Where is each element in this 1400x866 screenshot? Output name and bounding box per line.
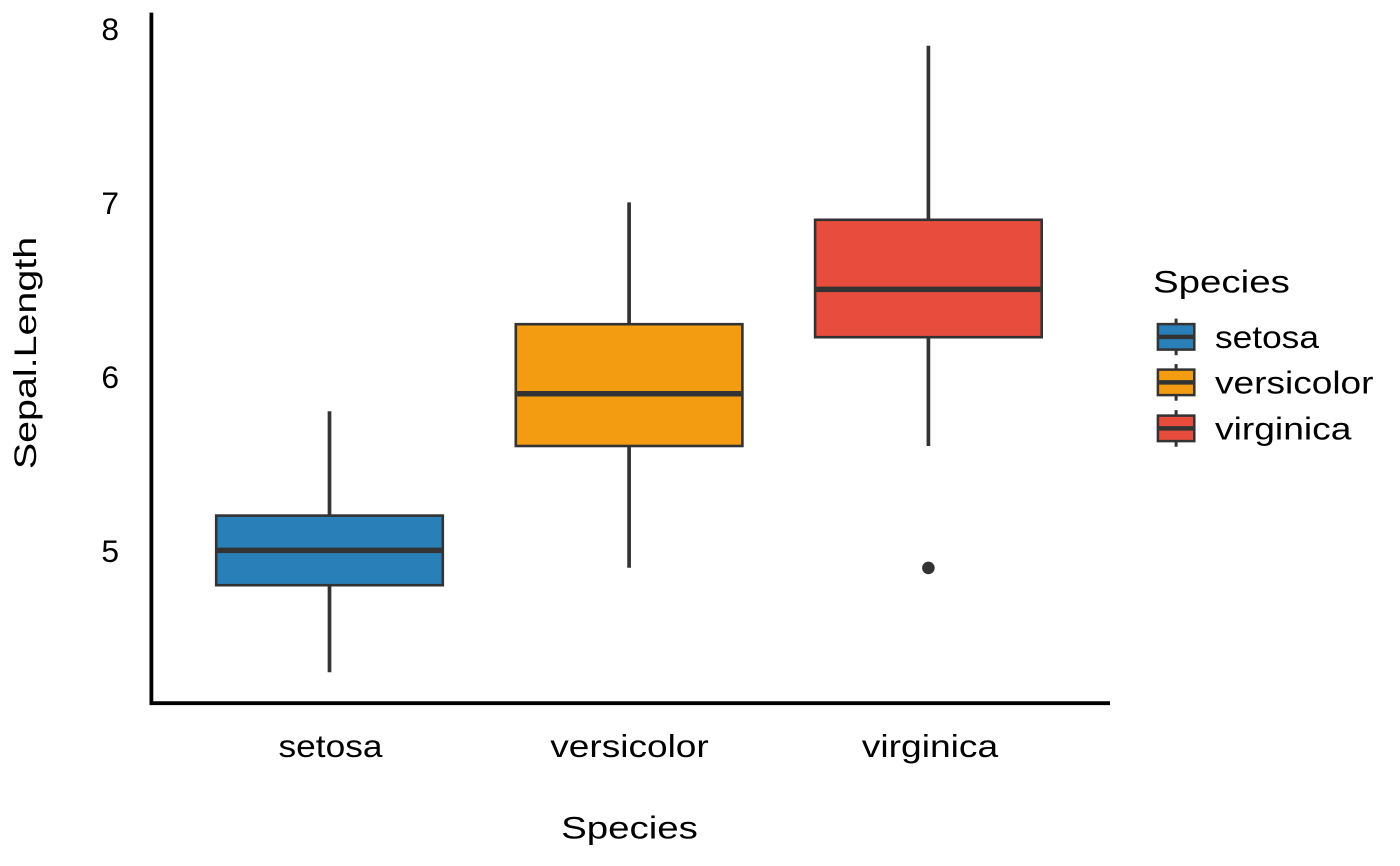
svg-text:setosa: setosa (279, 730, 383, 765)
svg-text:6: 6 (101, 359, 119, 395)
svg-text:versicolor: versicolor (550, 729, 708, 764)
svg-text:7: 7 (101, 185, 119, 221)
svg-text:5: 5 (101, 533, 119, 569)
svg-text:Species: Species (1153, 265, 1290, 300)
svg-text:virginica: virginica (1215, 412, 1352, 447)
svg-text:Species: Species (561, 811, 698, 846)
svg-text:Sepal.Length: Sepal.Length (8, 237, 44, 469)
svg-text:versicolor: versicolor (1215, 366, 1373, 401)
svg-text:setosa: setosa (1215, 320, 1319, 355)
svg-text:virginica: virginica (862, 729, 999, 764)
svg-text:8: 8 (101, 11, 119, 47)
